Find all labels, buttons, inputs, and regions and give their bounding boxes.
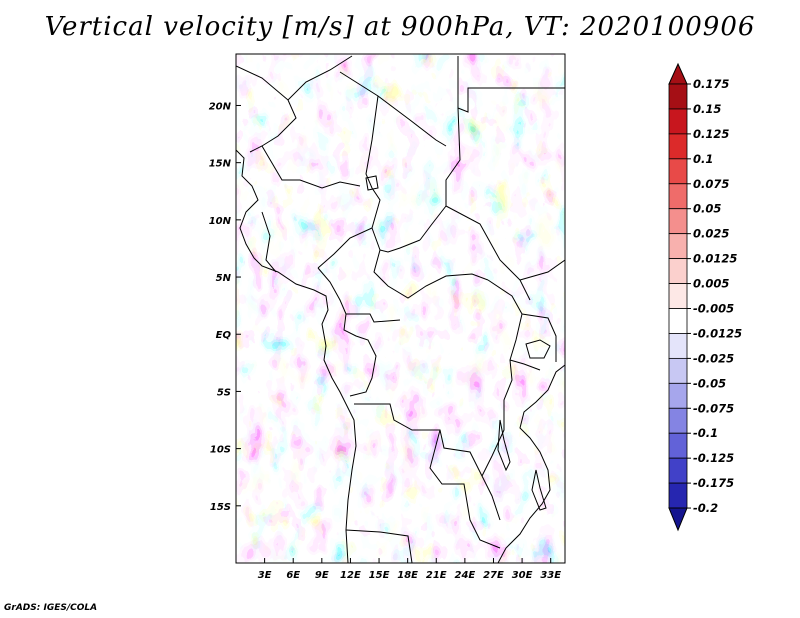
coastline-east (497, 364, 565, 563)
colorbar-swatch (668, 208, 688, 235)
lake-victoria (525, 339, 551, 359)
y-axis-ticks: 20N 15N 10N 5N EQ 5S 10S 15S (209, 101, 241, 513)
border-kenya (521, 313, 557, 362)
colorbar-label: 0.025 (693, 227, 729, 241)
map-boundaries (236, 55, 565, 563)
y-tick-label: 10S (210, 445, 231, 456)
colorbar-swatch (668, 308, 688, 334)
x-tick-label: 27E (483, 570, 504, 581)
colorbar-label: 0.1 (693, 152, 713, 166)
border-algeria-mali (236, 55, 353, 101)
border-niger (249, 99, 297, 153)
colorbar-swatch (668, 258, 688, 284)
x-tick-label: 33E (540, 570, 561, 581)
colorbar-label: 0.05 (693, 202, 721, 216)
border-congo (343, 313, 377, 397)
x-tick-label: 3E (258, 570, 272, 581)
y-tick-label: 20N (209, 101, 232, 112)
border-ssudan (379, 239, 421, 253)
colorbar-label: 0.075 (693, 177, 729, 191)
border-ethiopia (519, 259, 565, 281)
lake-malawi (531, 469, 547, 511)
y-tick-label: 5S (217, 387, 231, 398)
x-tick-label: 12E (340, 570, 361, 581)
colorbar-label: -0.05 (693, 376, 726, 390)
y-tick-label: 15S (210, 502, 231, 513)
border-zambia (429, 429, 501, 549)
colorbar-swatch (668, 382, 688, 409)
colorbar-label: 0.175 (693, 77, 729, 91)
colorbar-label: -0.175 (693, 476, 734, 490)
x-tick-label: 21E (426, 570, 447, 581)
border-ssudan-east (445, 205, 531, 301)
border-west-states (261, 145, 361, 189)
colorbar-swatch (668, 407, 688, 434)
colorbar-swatch (668, 83, 688, 110)
x-tick-label: 9E (315, 570, 329, 581)
colorbar-swatch (668, 233, 688, 260)
colorbar-swatch (668, 432, 688, 459)
lake-tanganyika (497, 419, 511, 472)
y-tick-label: 15N (209, 159, 232, 170)
x-tick-label: 18E (397, 570, 418, 581)
colorbar-swatch (668, 333, 688, 359)
colorbar-label: 0.125 (693, 127, 729, 141)
colorbar-swatch (668, 457, 688, 484)
border-libya-egypt (457, 56, 565, 113)
colorbar-swatch (668, 133, 688, 160)
colorbar-extend-min (668, 507, 688, 532)
colorbar: 0.175 0.15 0.125 0.1 0.075 0.05 0.025 0.0125 0.0… (668, 62, 742, 532)
colorbar-label: -0.025 (693, 351, 734, 365)
colorbar-swatch (668, 283, 688, 309)
colorbar-label: -0.0125 (693, 326, 742, 340)
map-field (236, 54, 565, 563)
lake-chad (365, 175, 379, 191)
colorbar-label: -0.1 (693, 426, 718, 440)
colorbar-swatch (668, 158, 688, 185)
colorbar-swatch (668, 108, 688, 135)
colorbar-label: 0.005 (693, 277, 729, 291)
border-angola (354, 403, 501, 521)
colorbar-label: 0.0125 (693, 252, 737, 266)
border-tanzania (509, 359, 541, 371)
map-frame (235, 53, 566, 564)
colorbar-label: -0.2 (693, 501, 718, 515)
y-tick-label: 10N (209, 216, 232, 227)
x-tick-label: 24E (454, 570, 475, 581)
colorbar-swatch (668, 183, 688, 210)
border-nigeria (261, 211, 277, 273)
x-tick-label: 30E (512, 570, 533, 581)
y-tick-label: EQ (216, 330, 232, 341)
colorbar-swatch (668, 357, 688, 384)
border-sudan (419, 107, 461, 241)
colorbar-label: -0.125 (693, 451, 734, 465)
footer-credit: GrADS: IGES/COLA (4, 603, 98, 613)
colorbar-extend-max (668, 62, 688, 85)
colorbar-label: -0.075 (693, 401, 734, 415)
border-car (371, 227, 489, 299)
x-axis-ticks: 3E 6E 9E 12E 15E 18E 21E 24E 27E 30E 33E (258, 558, 561, 581)
colorbar-swatch (668, 482, 688, 509)
border-chad-south (317, 95, 381, 269)
border-niger-chad (339, 71, 447, 147)
y-tick-label: 5N (216, 273, 232, 284)
x-tick-label: 15E (369, 570, 390, 581)
chart-title: Vertical velocity [m/s] at 900hPa, VT: 2… (44, 12, 756, 42)
colorbar-label: 0.15 (693, 102, 721, 116)
x-tick-label: 6E (286, 570, 300, 581)
border-namibia (345, 529, 413, 563)
colorbar-label: -0.005 (693, 302, 734, 316)
coastline-west (236, 149, 357, 563)
